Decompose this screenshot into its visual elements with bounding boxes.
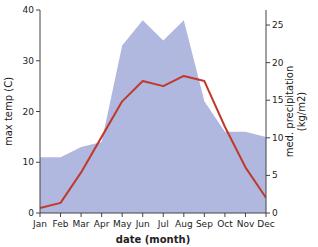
x-axis-label: date (month) <box>116 234 190 245</box>
y2-tick-label: 10 <box>272 133 284 143</box>
x-tick <box>101 213 102 217</box>
x-axis-line <box>40 213 266 214</box>
x-tick-label: Nov <box>237 219 255 229</box>
y2-axis-line <box>266 10 267 213</box>
y-tick <box>36 162 40 163</box>
x-tick-label: Aug <box>175 219 193 229</box>
x-tick-label: Sep <box>196 219 213 229</box>
y-tick-label: 40 <box>23 5 35 15</box>
y-tick-label: 10 <box>23 157 35 167</box>
x-tick <box>163 213 164 217</box>
chart-container: 0 10 20 30 40 0 5 10 15 20 25 Jan Feb Mar AprMayJun Jul… <box>0 0 318 247</box>
x-tick-label: Jul <box>157 219 169 229</box>
x-tick-label: May <box>113 219 132 229</box>
x-tick <box>81 213 82 217</box>
x-tick <box>204 213 205 217</box>
area <box>40 20 266 213</box>
x-tick <box>183 213 184 217</box>
y2-tick <box>266 137 270 138</box>
y2-axis-label-line: (kg/m2) <box>296 92 307 132</box>
y-tick <box>36 213 40 214</box>
y-tick <box>36 10 40 11</box>
y-tick-label: 30 <box>23 56 35 66</box>
y-axis-label: max temp (C) <box>3 77 14 146</box>
x-tick <box>224 213 225 217</box>
x-tick-label: Jan <box>32 219 47 229</box>
y-tick <box>36 60 40 61</box>
y-tick-label: 20 <box>23 107 35 117</box>
y2-tick <box>266 100 270 101</box>
y2-axis-label-line: med. precipitation <box>284 66 295 158</box>
x-tick <box>122 213 123 217</box>
x-tick-label: Jun <box>135 219 150 229</box>
y2-tick <box>266 175 270 176</box>
y2-axis-label: med. precipitation(kg/m2) <box>284 66 307 158</box>
plot-area <box>40 20 266 213</box>
chart: 0 10 20 30 40 0 5 10 15 20 25 Jan Feb Mar AprMayJun Jul… <box>0 0 318 247</box>
y2-tick-label: 20 <box>272 58 284 68</box>
x-tick <box>266 213 267 217</box>
y-tick-label: 0 <box>28 208 34 218</box>
y2-tick-label: 15 <box>272 95 283 105</box>
y2-tick-label: 0 <box>272 208 278 218</box>
x-tick <box>40 213 41 217</box>
x-tick-label: Dec <box>257 219 274 229</box>
y2-tick-label: 5 <box>272 170 278 180</box>
x-tick-label: Feb <box>53 219 69 229</box>
x-tick <box>245 213 246 217</box>
y-tick <box>36 111 40 112</box>
y2-tick-label: 25 <box>272 20 283 30</box>
x-tick <box>142 213 143 217</box>
x-tick-label: Mar <box>73 219 90 229</box>
x-tick-label: Apr <box>94 219 110 229</box>
x-tick <box>60 213 61 217</box>
y2-tick <box>266 213 270 214</box>
x-tick-label: Oct <box>217 219 233 229</box>
line <box>40 76 266 208</box>
y2-tick <box>266 62 270 63</box>
y2-tick <box>266 25 270 26</box>
